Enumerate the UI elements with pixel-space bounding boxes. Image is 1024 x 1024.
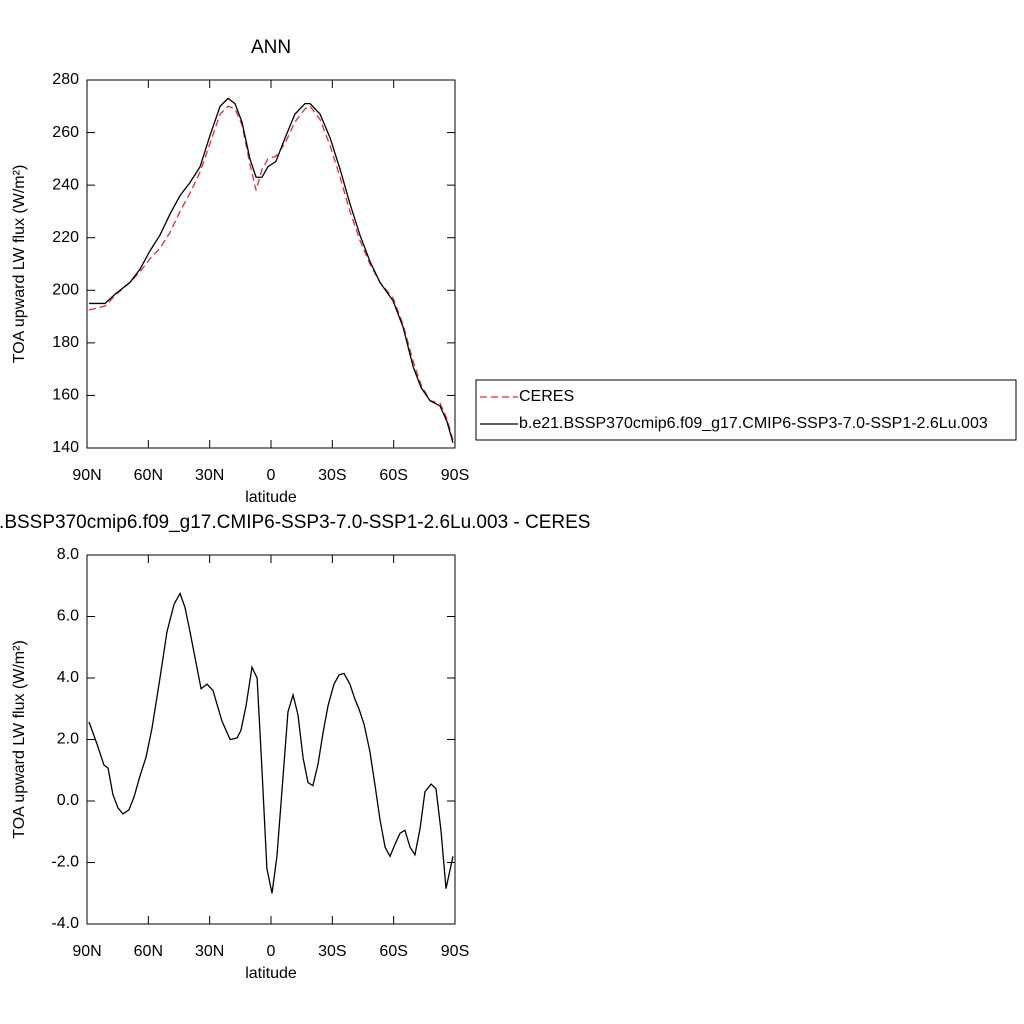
y-tick-label: 180 bbox=[52, 334, 79, 351]
x-tick-label: 90N bbox=[72, 943, 101, 960]
x-axis-label: latitude bbox=[245, 965, 297, 982]
y-tick-label: -2.0 bbox=[51, 854, 79, 871]
x-tick-label: 30S bbox=[318, 467, 346, 484]
x-tick-label: 30N bbox=[195, 467, 224, 484]
x-tick-label: 60S bbox=[379, 467, 407, 484]
x-tick-label: 90S bbox=[441, 943, 469, 960]
x-tick-label: 60S bbox=[379, 943, 407, 960]
chart-title: ANN bbox=[251, 37, 291, 58]
y-tick-label: 6.0 bbox=[57, 608, 79, 625]
y-tick-label: 160 bbox=[52, 387, 79, 404]
legend-label: CERES bbox=[519, 388, 574, 405]
y-tick-label: 2.0 bbox=[57, 731, 79, 748]
y-tick-label: 4.0 bbox=[57, 669, 79, 686]
x-tick-label: 0 bbox=[267, 467, 276, 484]
chart-title: b.e21.BSSP370cmip6.f09_g17.CMIP6-SSP3-7.… bbox=[0, 512, 590, 533]
y-tick-label: 220 bbox=[52, 229, 79, 246]
series-line bbox=[89, 97, 454, 443]
y-tick-label: -4.0 bbox=[51, 915, 79, 932]
plot-frame bbox=[86, 79, 456, 449]
legend-label: b.e21.BSSP370cmip6.f09_g17.CMIP6-SSP3-7.… bbox=[519, 415, 988, 432]
y-tick-label: 140 bbox=[52, 439, 79, 456]
series-line bbox=[88, 591, 454, 894]
y-tick-label: 240 bbox=[52, 176, 79, 193]
y-axis-label: TOA upward LW flux (W/m²) bbox=[11, 640, 28, 839]
legend-box bbox=[475, 379, 1017, 441]
y-tick-label: 280 bbox=[52, 71, 79, 88]
plot-frame bbox=[86, 554, 456, 925]
x-tick-label: 60N bbox=[134, 467, 163, 484]
y-tick-label: 0.0 bbox=[57, 792, 79, 809]
x-tick-label: 30N bbox=[195, 943, 224, 960]
series-line bbox=[88, 105, 454, 441]
x-tick-label: 30S bbox=[318, 943, 346, 960]
y-tick-label: 8.0 bbox=[57, 546, 79, 563]
y-tick-label: 260 bbox=[52, 124, 79, 141]
y-axis-label: TOA upward LW flux (W/m²) bbox=[11, 165, 28, 364]
x-tick-label: 60N bbox=[134, 943, 163, 960]
x-tick-label: 0 bbox=[267, 943, 276, 960]
x-tick-label: 90N bbox=[72, 467, 101, 484]
x-axis-label: latitude bbox=[245, 489, 297, 506]
y-tick-label: 200 bbox=[52, 282, 79, 299]
x-tick-label: 90S bbox=[441, 467, 469, 484]
